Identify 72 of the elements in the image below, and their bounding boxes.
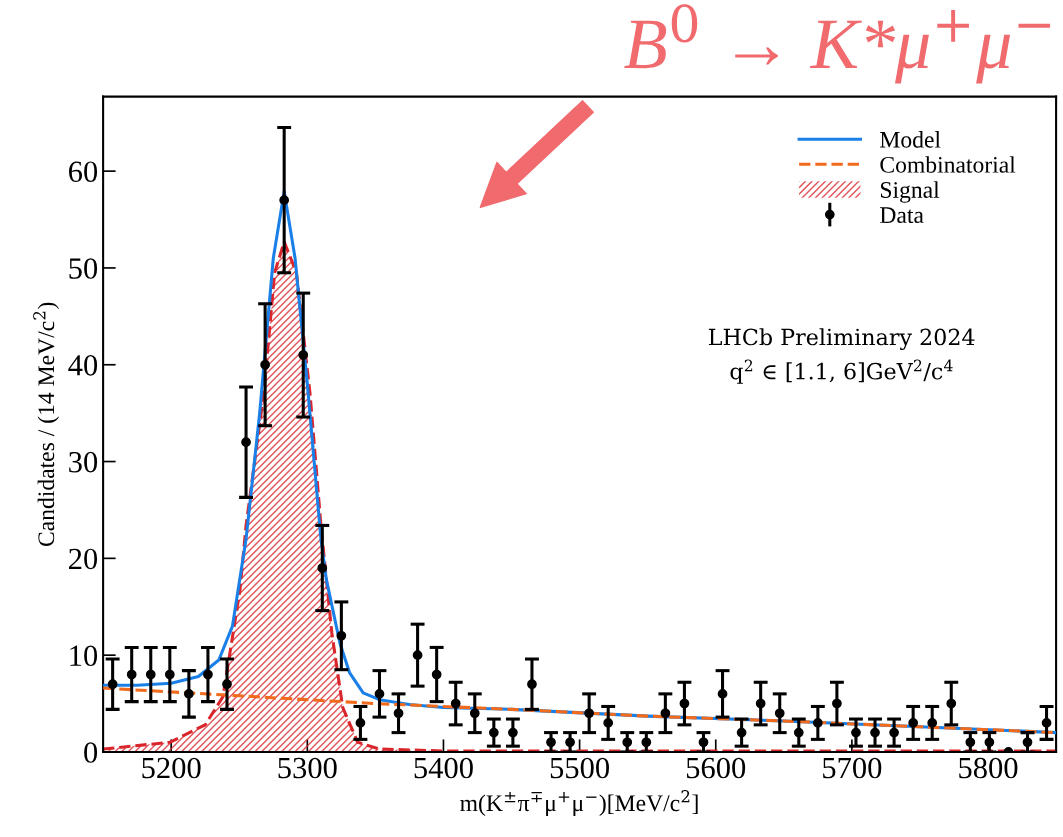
point bbox=[450, 698, 461, 709]
point bbox=[698, 737, 709, 748]
y-tick-label: 10 bbox=[70, 645, 98, 667]
point bbox=[965, 737, 976, 748]
point bbox=[870, 727, 880, 738]
point bbox=[1022, 737, 1033, 748]
legend-label: Combinatorial bbox=[880, 156, 1016, 173]
y-tick-label: 40 bbox=[68, 355, 98, 376]
point bbox=[355, 718, 366, 728]
point bbox=[488, 727, 499, 738]
point bbox=[774, 708, 785, 719]
point bbox=[1041, 718, 1052, 728]
point bbox=[603, 718, 614, 728]
point bbox=[527, 679, 537, 690]
point bbox=[546, 737, 556, 748]
y-axis-title: Candidates / (14 MeV/c$^{2}$) bbox=[33, 302, 60, 547]
point bbox=[679, 698, 690, 709]
point bbox=[184, 689, 194, 699]
point bbox=[508, 727, 518, 738]
y-tick-label: 20 bbox=[69, 548, 98, 570]
point bbox=[317, 563, 328, 573]
annotation: q$^{2}$ ∈ [1.1, 6]GeV$^{2}$/c$^{4}$ bbox=[730, 359, 953, 384]
x-tick-label: 5200 bbox=[142, 757, 201, 779]
point bbox=[260, 359, 270, 370]
point bbox=[641, 737, 652, 748]
y-tick-label: 30 bbox=[69, 451, 98, 473]
point bbox=[565, 737, 575, 748]
point bbox=[889, 727, 899, 738]
point bbox=[431, 669, 442, 680]
point bbox=[984, 737, 995, 748]
point bbox=[374, 689, 385, 699]
point bbox=[832, 698, 842, 709]
point bbox=[336, 630, 347, 641]
x-tick-label: 5500 bbox=[550, 757, 609, 779]
point bbox=[412, 650, 423, 661]
point bbox=[203, 669, 213, 680]
chart-title: B$^{0}$ → K*μ$^{+}$μ$^{−}$ bbox=[624, 4, 1051, 84]
point bbox=[927, 718, 938, 728]
annotation: LHCb Preliminary 2024 bbox=[708, 328, 975, 350]
point bbox=[393, 708, 404, 719]
point bbox=[660, 708, 671, 719]
point bbox=[145, 669, 156, 680]
legend-label: Signal bbox=[880, 181, 940, 203]
point bbox=[584, 708, 594, 719]
legend-label: Data bbox=[880, 207, 924, 224]
y-tick-label: 60 bbox=[69, 161, 98, 183]
point bbox=[812, 718, 823, 728]
y-tick-label: 0 bbox=[84, 742, 98, 763]
x-tick-label: 5800 bbox=[959, 757, 1018, 779]
point bbox=[755, 698, 766, 709]
point bbox=[279, 195, 290, 206]
point bbox=[222, 679, 232, 690]
legend-label: Model bbox=[880, 131, 941, 148]
point bbox=[126, 669, 137, 680]
y-tick-label: 50 bbox=[69, 258, 98, 279]
point bbox=[946, 698, 957, 709]
point bbox=[717, 689, 728, 699]
x-tick-label: 5400 bbox=[414, 757, 473, 779]
point bbox=[164, 669, 175, 680]
point bbox=[793, 727, 804, 738]
point bbox=[241, 437, 251, 448]
point bbox=[469, 708, 480, 719]
point bbox=[298, 350, 309, 360]
text: m(K$^{±}$π$^{∓}$μ$^{+}$μ$^{−}$)[MeV/c$^{2}$] bbox=[460, 790, 698, 816]
x-tick-label: 5700 bbox=[823, 757, 882, 779]
point bbox=[851, 727, 861, 738]
point bbox=[908, 718, 919, 728]
point bbox=[622, 737, 633, 748]
point bbox=[107, 679, 118, 690]
x-tick-label: 5300 bbox=[278, 757, 337, 779]
x-tick-label: 5600 bbox=[686, 757, 746, 779]
point bbox=[736, 727, 747, 738]
